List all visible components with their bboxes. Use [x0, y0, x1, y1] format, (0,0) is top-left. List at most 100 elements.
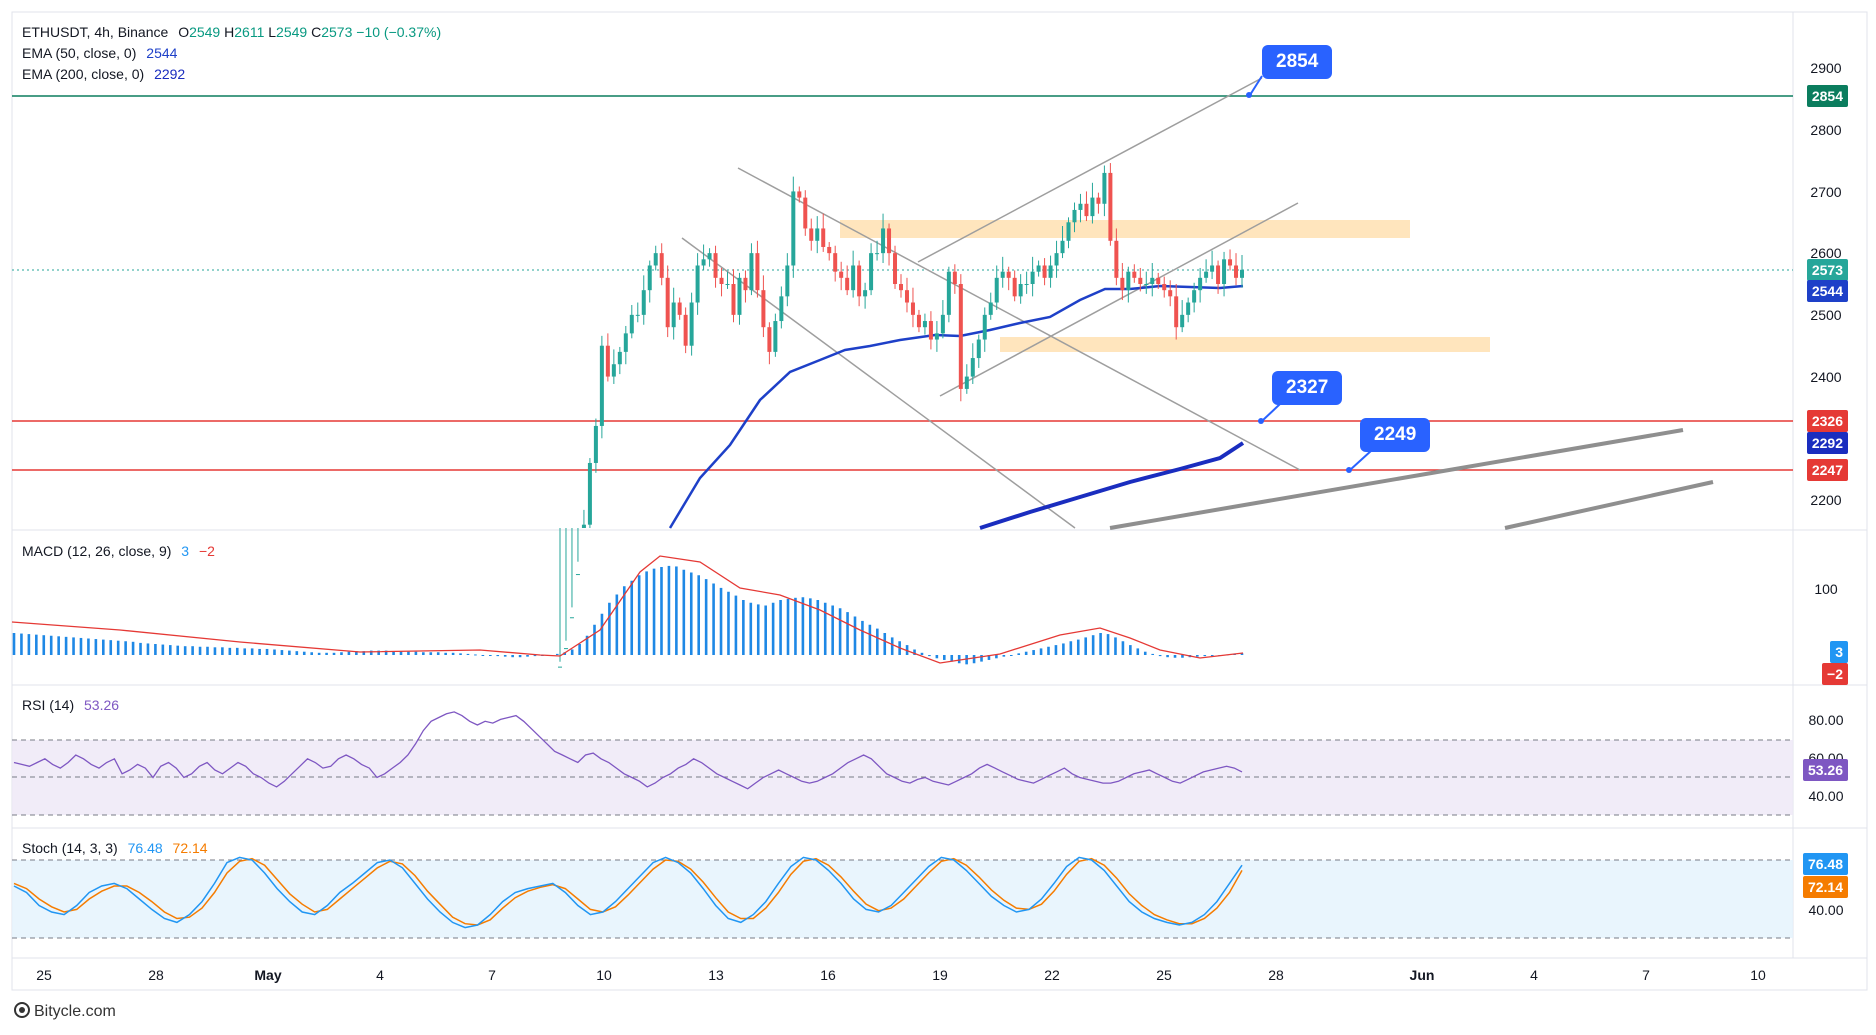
candle-bullish[interactable] — [707, 253, 712, 260]
candle-bullish[interactable] — [563, 648, 568, 650]
candle-bullish[interactable] — [593, 425, 598, 463]
candle-bullish[interactable] — [1150, 277, 1155, 284]
candle-bearish[interactable] — [887, 228, 892, 254]
candle-bearish[interactable] — [665, 277, 670, 328]
candle-bearish[interactable] — [958, 284, 963, 389]
candle-bullish[interactable] — [587, 462, 592, 525]
candle-bullish[interactable] — [611, 364, 616, 377]
candle-bearish[interactable] — [928, 321, 933, 340]
candle-bullish[interactable] — [1192, 290, 1197, 303]
falling-channel-upper[interactable] — [737, 167, 1301, 471]
candle-bullish[interactable] — [922, 321, 927, 328]
rising-channel-upper[interactable] — [917, 77, 1263, 263]
candle-bullish[interactable] — [581, 524, 586, 528]
macd-signal-tag[interactable]: −2 — [1822, 663, 1848, 685]
stoch-k-line[interactable] — [13, 856, 1243, 929]
candle-bullish[interactable] — [791, 191, 796, 266]
candle-bullish[interactable] — [575, 574, 580, 576]
candle-bearish[interactable] — [1084, 203, 1089, 217]
candle-bullish[interactable] — [869, 253, 874, 291]
candle-bullish[interactable] — [1204, 271, 1209, 278]
candle-bearish[interactable] — [899, 284, 903, 291]
stoch-k-tag[interactable]: 76.48 — [1802, 853, 1848, 875]
candle-bullish[interactable] — [1078, 203, 1083, 210]
time-axis[interactable]: 25 28 May 4 7 10 13 16 19 22 25 28 Jun 4… — [36, 967, 1766, 983]
candle-bearish[interactable] — [1120, 277, 1125, 291]
candle-bearish[interactable] — [1234, 265, 1239, 278]
candle-bullish[interactable] — [629, 314, 634, 334]
candle-bullish[interactable] — [982, 314, 987, 340]
candle-bullish[interactable] — [988, 302, 993, 315]
long-term-trendline-1[interactable] — [1109, 428, 1684, 530]
support-zone[interactable] — [1000, 337, 1490, 352]
candle-bullish[interactable] — [1090, 197, 1095, 217]
candle-bullish[interactable] — [1024, 284, 1029, 285]
support1-price-tag[interactable]: 2326 — [1806, 410, 1848, 432]
candle-bearish[interactable] — [833, 253, 838, 272]
ema200-legend[interactable]: EMA (200, close, 0) 2292 — [22, 66, 185, 82]
candle-bullish[interactable] — [964, 376, 969, 389]
candle-bearish[interactable] — [659, 253, 664, 278]
target-callout-2327[interactable]: 2327 — [1272, 371, 1343, 405]
candle-bullish[interactable] — [1060, 240, 1065, 254]
candle-bearish[interactable] — [719, 277, 724, 284]
target-callout-2249[interactable]: 2249 — [1360, 418, 1431, 452]
candle-bullish[interactable] — [647, 265, 652, 291]
candle-bullish[interactable] — [976, 339, 981, 359]
candle-bullish[interactable] — [1186, 302, 1191, 315]
resistance-price-tag[interactable]: 2854 — [1806, 85, 1848, 107]
candle-bearish[interactable] — [1174, 296, 1179, 328]
candle-bullish[interactable] — [623, 333, 628, 352]
candle-bearish[interactable] — [952, 271, 957, 284]
candle-bullish[interactable] — [1144, 284, 1149, 285]
price-pane[interactable]: 2900 2800 2700 2600 2500 2400 2200 — [12, 60, 1842, 668]
candle-bullish[interactable] — [946, 271, 951, 315]
candle-bearish[interactable] — [1096, 197, 1101, 204]
candle-bullish[interactable] — [875, 253, 880, 255]
candle-bearish[interactable] — [803, 197, 808, 229]
candles-group[interactable] — [558, 163, 1244, 668]
candle-bullish[interactable] — [1054, 253, 1059, 266]
support2-price-tag[interactable]: 2247 — [1806, 459, 1848, 481]
candle-bearish[interactable] — [839, 271, 844, 278]
stoch-legend[interactable]: Stoch (14, 3, 3) 76.48 72.14 — [22, 840, 208, 856]
long-term-trendline-2[interactable] — [1504, 480, 1714, 530]
candle-bullish[interactable] — [653, 253, 658, 266]
macd-value-tag[interactable]: 3 — [1830, 641, 1848, 663]
candle-bearish[interactable] — [916, 314, 921, 328]
candle-bullish[interactable] — [701, 259, 706, 266]
rising-channel-lower[interactable] — [939, 202, 1299, 397]
candle-bearish[interactable] — [893, 253, 898, 284]
candle-bearish[interactable] — [1138, 277, 1143, 284]
macd-histogram[interactable] — [12, 565, 1244, 665]
candle-bullish[interactable] — [851, 265, 856, 291]
candle-bearish[interactable] — [605, 345, 610, 377]
candle-bearish[interactable] — [1162, 284, 1167, 291]
candle-bullish[interactable] — [689, 302, 694, 346]
candle-bullish[interactable] — [641, 290, 646, 315]
candle-bearish[interactable] — [677, 302, 682, 315]
rsi-legend[interactable]: RSI (14) 53.26 — [22, 697, 119, 713]
falling-channel-lower[interactable] — [681, 237, 1076, 529]
candle-bullish[interactable] — [881, 228, 886, 254]
candle-bearish[interactable] — [797, 191, 802, 198]
candle-bullish[interactable] — [1210, 265, 1215, 272]
candle-bullish[interactable] — [749, 253, 754, 291]
candle-bullish[interactable] — [1030, 271, 1035, 284]
candle-bullish[interactable] — [1198, 277, 1203, 291]
candle-bearish[interactable] — [821, 228, 826, 247]
candle-bullish[interactable] — [1036, 265, 1041, 272]
candle-bullish[interactable] — [1102, 172, 1107, 204]
ema200-price-tag[interactable]: 2292 — [1806, 432, 1848, 454]
candle-bearish[interactable] — [767, 327, 772, 352]
candle-bearish[interactable] — [1168, 290, 1173, 297]
candle-bullish[interactable] — [1048, 265, 1053, 278]
ema50-line[interactable] — [668, 284, 1244, 529]
stoch-pane[interactable]: 40.00 — [12, 856, 1844, 939]
candle-bearish[interactable] — [1012, 277, 1017, 297]
candle-bearish[interactable] — [1006, 271, 1011, 278]
candle-bearish[interactable] — [755, 253, 760, 291]
candle-bearish[interactable] — [809, 228, 814, 241]
candle-bearish[interactable] — [743, 277, 748, 291]
candle-bullish[interactable] — [1222, 259, 1227, 284]
